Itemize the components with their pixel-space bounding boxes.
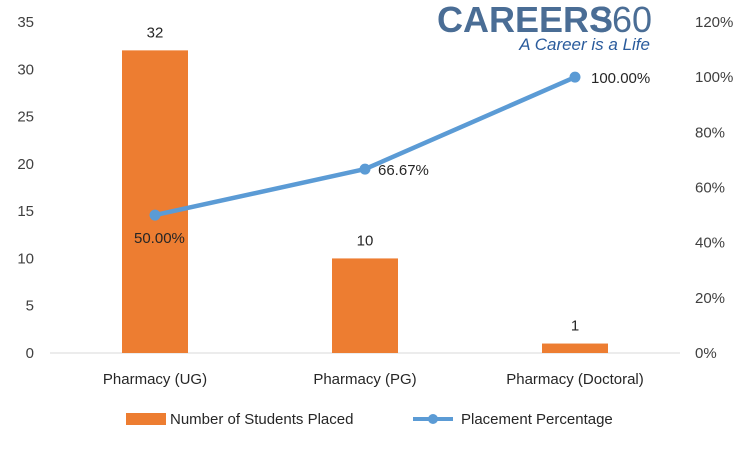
right-tick-label: 0% — [695, 345, 717, 362]
right-tick-label: 80% — [695, 124, 725, 141]
line-series — [149, 71, 581, 221]
logo-brand-number: 360 — [592, 0, 652, 40]
legend-bar-swatch — [126, 413, 166, 425]
bar-value-label: 1 — [571, 318, 579, 335]
right-tick-label: 20% — [695, 290, 725, 307]
line-point — [359, 163, 371, 175]
left-axis-ticks: 0 5 10 15 20 25 30 35 — [17, 14, 34, 362]
left-tick-label: 25 — [17, 109, 34, 126]
legend-line-marker — [428, 414, 438, 424]
left-tick-label: 30 — [17, 61, 34, 78]
bar-value-label: 32 — [147, 24, 164, 41]
left-tick-label: 15 — [17, 203, 34, 220]
left-tick-label: 5 — [26, 298, 34, 315]
line-point — [149, 209, 161, 221]
left-tick-label: 10 — [17, 250, 34, 267]
bar — [542, 343, 608, 353]
legend: Number of Students Placed Placement Perce… — [126, 411, 613, 428]
right-tick-label: 100% — [695, 69, 733, 86]
left-tick-label: 0 — [26, 345, 34, 362]
line-point — [569, 71, 581, 83]
line-value-label: 50.00% — [134, 230, 185, 247]
bar — [122, 50, 188, 353]
bar — [332, 258, 398, 353]
category-label: Pharmacy (Doctoral) — [506, 371, 644, 388]
line-value-label: 100.00% — [591, 70, 650, 87]
right-tick-label: 60% — [695, 180, 725, 197]
right-tick-label: 40% — [695, 235, 725, 252]
logo-brand: CAREERS — [437, 0, 613, 40]
legend-line-label: Placement Percentage — [461, 411, 613, 428]
left-tick-label: 20 — [17, 156, 34, 173]
bar-series — [122, 50, 608, 353]
bar-value-label: 10 — [357, 232, 374, 249]
legend-bar-label: Number of Students Placed — [170, 411, 353, 428]
right-tick-label: 120% — [695, 14, 733, 31]
right-axis-ticks: 0% 20% 40% 60% 80% 100% 120% — [695, 14, 733, 362]
category-label: Pharmacy (UG) — [103, 371, 207, 388]
category-labels: Pharmacy (UG) Pharmacy (PG) Pharmacy (Doct… — [103, 371, 644, 388]
bar-data-labels: 32 10 1 — [147, 24, 580, 334]
left-tick-label: 35 — [17, 14, 34, 31]
category-label: Pharmacy (PG) — [313, 371, 416, 388]
careers360-logo: CAREERS 360 A Career is a Life — [437, 0, 652, 54]
line-data-labels: 50.00% 66.67% 100.00% — [134, 70, 650, 247]
logo-tagline: A Career is a Life — [518, 35, 650, 54]
series-line — [154, 75, 576, 218]
line-value-label: 66.67% — [378, 162, 429, 179]
